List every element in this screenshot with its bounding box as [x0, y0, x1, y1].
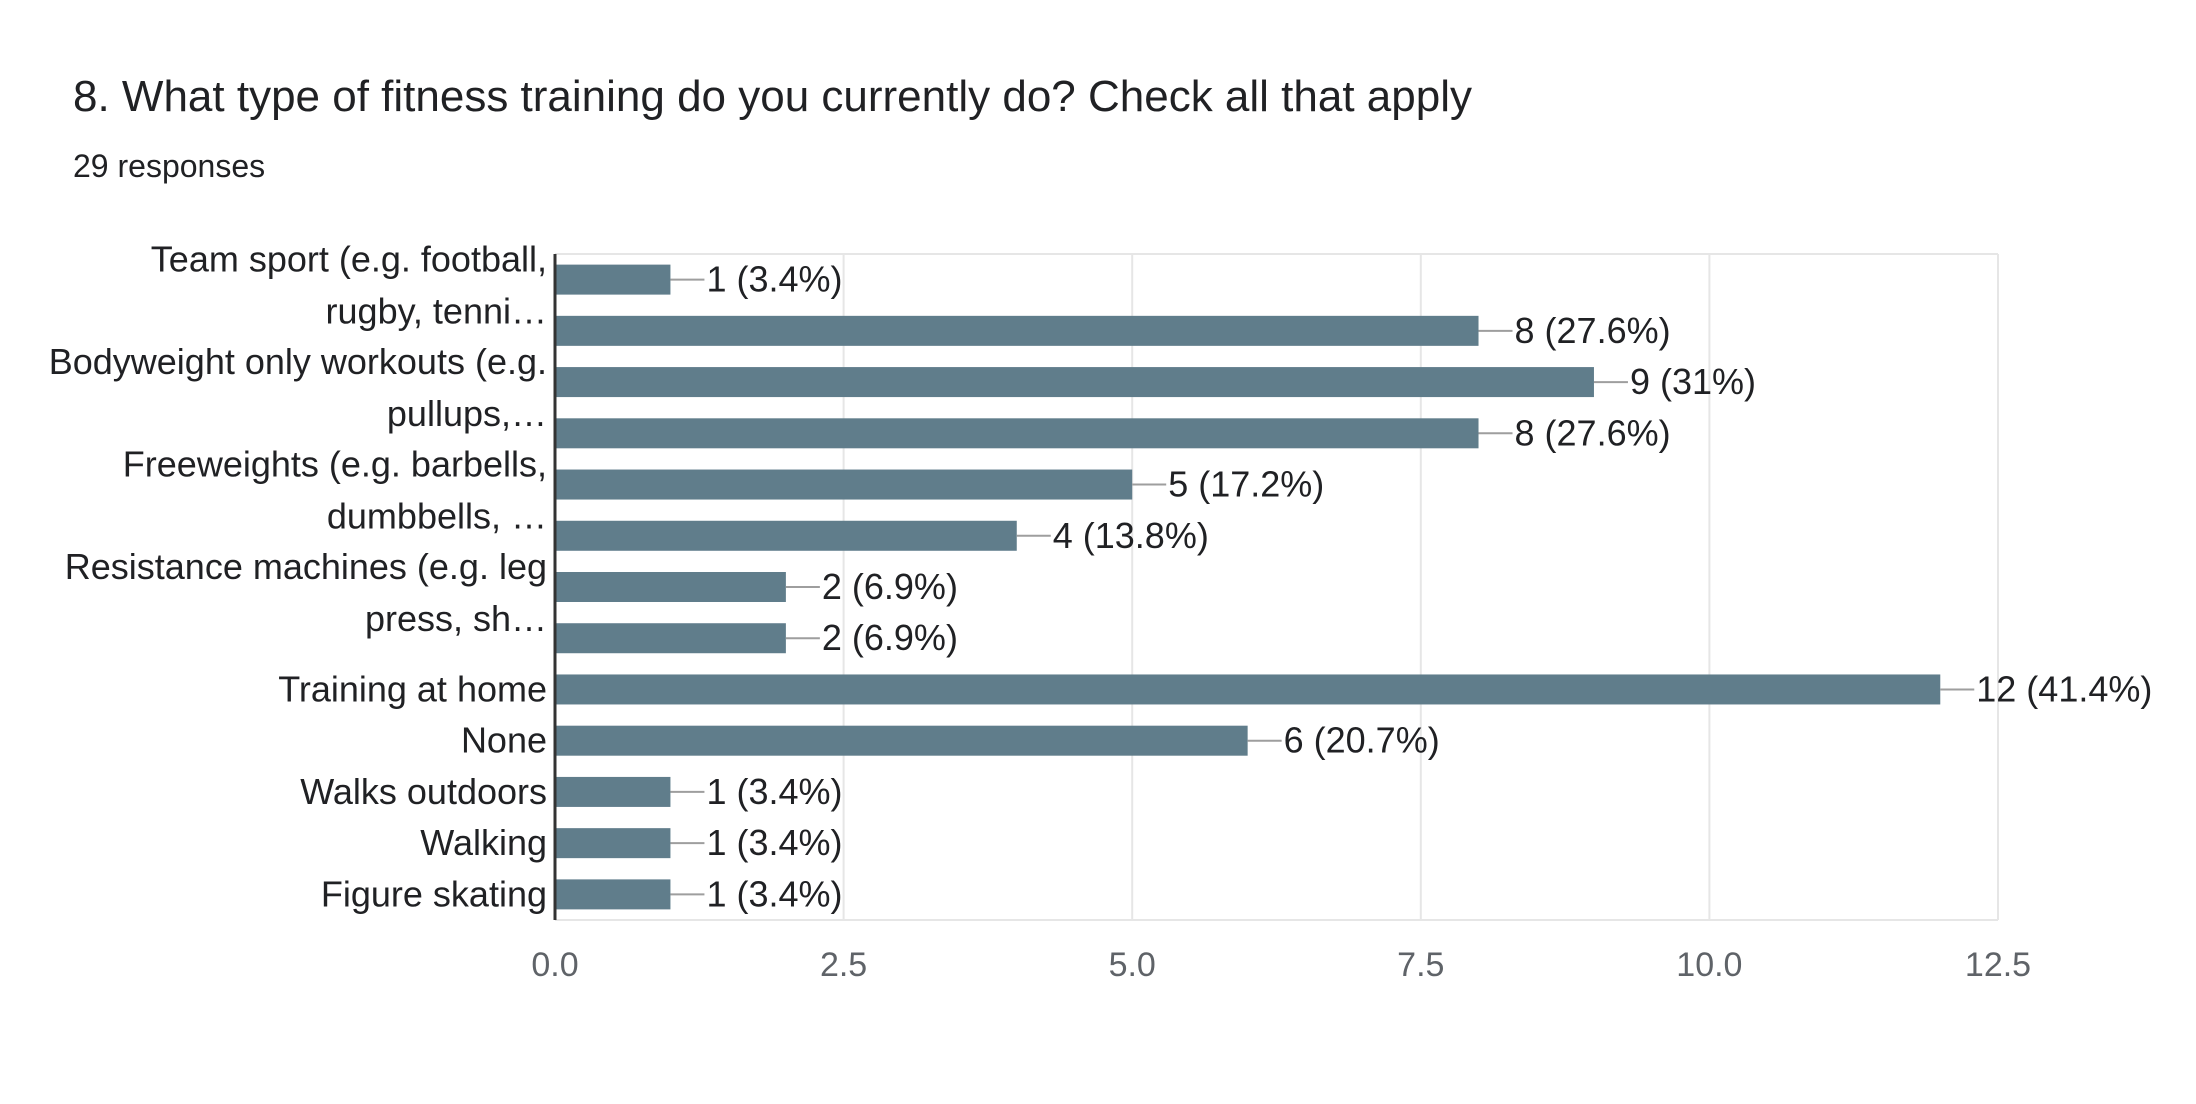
bar — [555, 674, 1941, 705]
value-label: 9 (31%) — [1630, 361, 1756, 402]
chart-title: 8. What type of fitness training do you … — [73, 72, 1472, 121]
category-label: Walking — [420, 822, 547, 863]
response-count: 29 responses — [73, 148, 266, 184]
category-label-continued: rugby, tenni… — [326, 291, 547, 332]
value-label: 2 (6.9%) — [822, 617, 958, 658]
value-label: 12 (41.4%) — [1976, 668, 2152, 709]
bar — [555, 264, 671, 295]
category-label-continued: pullups,… — [387, 393, 547, 434]
labels: 0.0 2.5 5.0 7.5 10.0 12.5 1 (3.4%) Team sport (… — [49, 239, 2153, 984]
category-label: Walks outdoors — [300, 771, 547, 812]
category-label: Bodyweight only workouts (e.g. — [49, 341, 547, 382]
category-label: Figure skating — [321, 873, 547, 914]
value-label: 8 (27.6%) — [1515, 412, 1671, 453]
bar — [555, 418, 1479, 449]
bar — [555, 776, 671, 807]
category-label: Team sport (e.g. football, — [151, 239, 547, 280]
value-label: 2 (6.9%) — [822, 566, 958, 607]
x-tick-label: 2.5 — [820, 946, 867, 984]
bar — [555, 623, 786, 654]
x-tick-label: 10.0 — [1676, 946, 1742, 984]
grid-lines — [555, 253, 1999, 921]
bar — [555, 828, 671, 859]
bars — [555, 264, 1975, 910]
x-tick-label: 5.0 — [1109, 946, 1156, 984]
value-label: 1 (3.4%) — [706, 822, 842, 863]
x-tick-label: 0.0 — [531, 946, 578, 984]
bar — [555, 520, 1017, 551]
value-label: 1 (3.4%) — [706, 873, 842, 914]
x-tick-label: 7.5 — [1397, 946, 1444, 984]
x-tick-label: 12.5 — [1965, 946, 2031, 984]
value-label: 5 (17.2%) — [1168, 464, 1324, 505]
value-label: 6 (20.7%) — [1284, 720, 1440, 761]
value-label: 1 (3.4%) — [706, 771, 842, 812]
bar — [555, 572, 786, 602]
value-label: 4 (13.8%) — [1053, 515, 1209, 556]
bar — [555, 367, 1594, 398]
bar — [555, 879, 671, 910]
category-label: Resistance machines (e.g. leg — [65, 546, 547, 587]
category-label: None — [461, 720, 547, 761]
value-label: 8 (27.6%) — [1515, 310, 1671, 351]
value-label: 1 (3.4%) — [706, 259, 842, 300]
category-label: Training at home — [278, 668, 547, 709]
category-label-continued: dumbbells, … — [327, 496, 547, 537]
bar — [555, 469, 1133, 500]
category-label-continued: press, sh… — [365, 598, 547, 639]
bar — [555, 315, 1479, 346]
bar — [555, 725, 1248, 756]
category-label: Freeweights (e.g. barbells, — [123, 444, 547, 485]
